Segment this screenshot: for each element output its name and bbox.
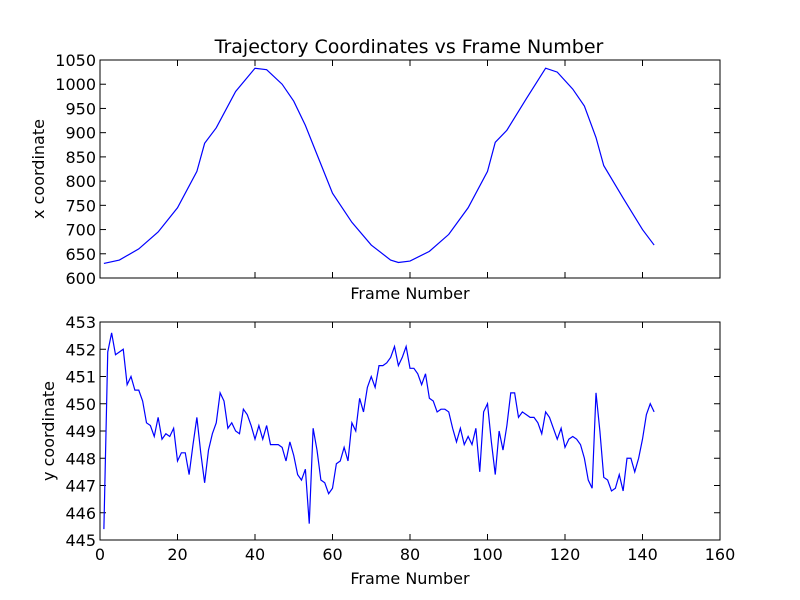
y-tick-label: 448 <box>65 449 96 468</box>
x-axis-label-top: Frame Number <box>350 284 470 303</box>
x-tick-label: 120 <box>550 545 581 564</box>
y-coordinate-series <box>103 332 655 530</box>
x-axis-ticks-bottom: 0 20 40 60 80 100 120 140 160 <box>95 322 735 564</box>
series-line <box>103 332 655 530</box>
y-tick-label: 450 <box>65 395 96 414</box>
x-tick-label: 40 <box>245 545 265 564</box>
x-axis-label-bottom: Frame Number <box>350 569 470 588</box>
chart-title: Trajectory Coordinates vs Frame Number <box>214 36 604 58</box>
y-tick-label: 800 <box>65 172 96 191</box>
y-tick-label: 850 <box>65 148 96 167</box>
y-tick-label: 449 <box>65 422 96 441</box>
x-tick-label: 0 <box>95 545 105 564</box>
y-tick-label: 453 <box>65 313 96 332</box>
y-tick-label: 1000 <box>55 75 96 94</box>
y-tick-label: 650 <box>65 245 96 264</box>
y-tick-label: 700 <box>65 221 96 240</box>
y-tick-label: 452 <box>65 340 96 359</box>
y-tick-label: 445 <box>65 531 96 550</box>
y-tick-label: 950 <box>65 99 96 118</box>
x-coordinate-series <box>103 67 655 265</box>
y-tick-label: 447 <box>65 477 96 496</box>
x-tick-label: 60 <box>322 545 342 564</box>
series-line <box>103 67 655 265</box>
y-tick-label: 1050 <box>55 51 96 70</box>
y-tick-label: 900 <box>65 124 96 143</box>
y-axis-ticks-top: 600 650 700 750 800 850 900 950 1000 1050 <box>55 51 721 288</box>
y-tick-label: 600 <box>65 269 96 288</box>
x-tick-label: 80 <box>400 545 420 564</box>
x-tick-label: 20 <box>167 545 187 564</box>
x-tick-label: 160 <box>705 545 736 564</box>
x-coordinate-subplot: 600 650 700 750 800 850 900 950 1000 1050 Frame N… <box>29 51 721 303</box>
plot-area-bottom <box>99 321 721 541</box>
x-tick-label: 140 <box>627 545 658 564</box>
y-axis-label-bottom: y coordinate <box>39 381 58 481</box>
x-tick-label: 100 <box>472 545 503 564</box>
y-tick-label: 750 <box>65 196 96 215</box>
y-tick-label: 446 <box>65 504 96 523</box>
y-tick-label: 451 <box>65 368 96 387</box>
y-axis-ticks-bottom: 445 446 447 448 449 450 451 452 453 <box>65 313 720 550</box>
y-axis-label-top: x coordinate <box>29 119 48 219</box>
plot-area-top <box>99 59 721 279</box>
y-coordinate-subplot: 445 446 447 448 449 450 451 452 453 0 20 40 60 80 100… <box>39 313 735 588</box>
